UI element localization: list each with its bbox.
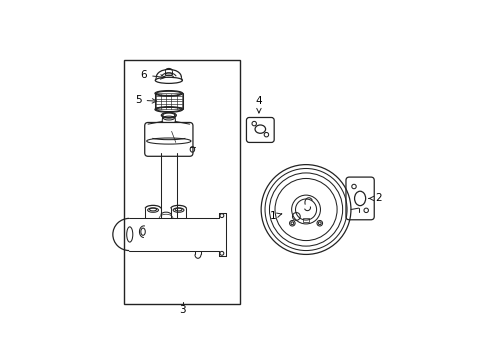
- Text: 2: 2: [368, 193, 381, 203]
- Text: 4: 4: [255, 96, 262, 113]
- Text: 3: 3: [179, 305, 185, 315]
- Text: 6: 6: [140, 70, 164, 80]
- Bar: [124, 60, 239, 304]
- Text: 1: 1: [269, 211, 281, 221]
- Bar: [303, 218, 308, 222]
- Text: 5: 5: [135, 95, 156, 105]
